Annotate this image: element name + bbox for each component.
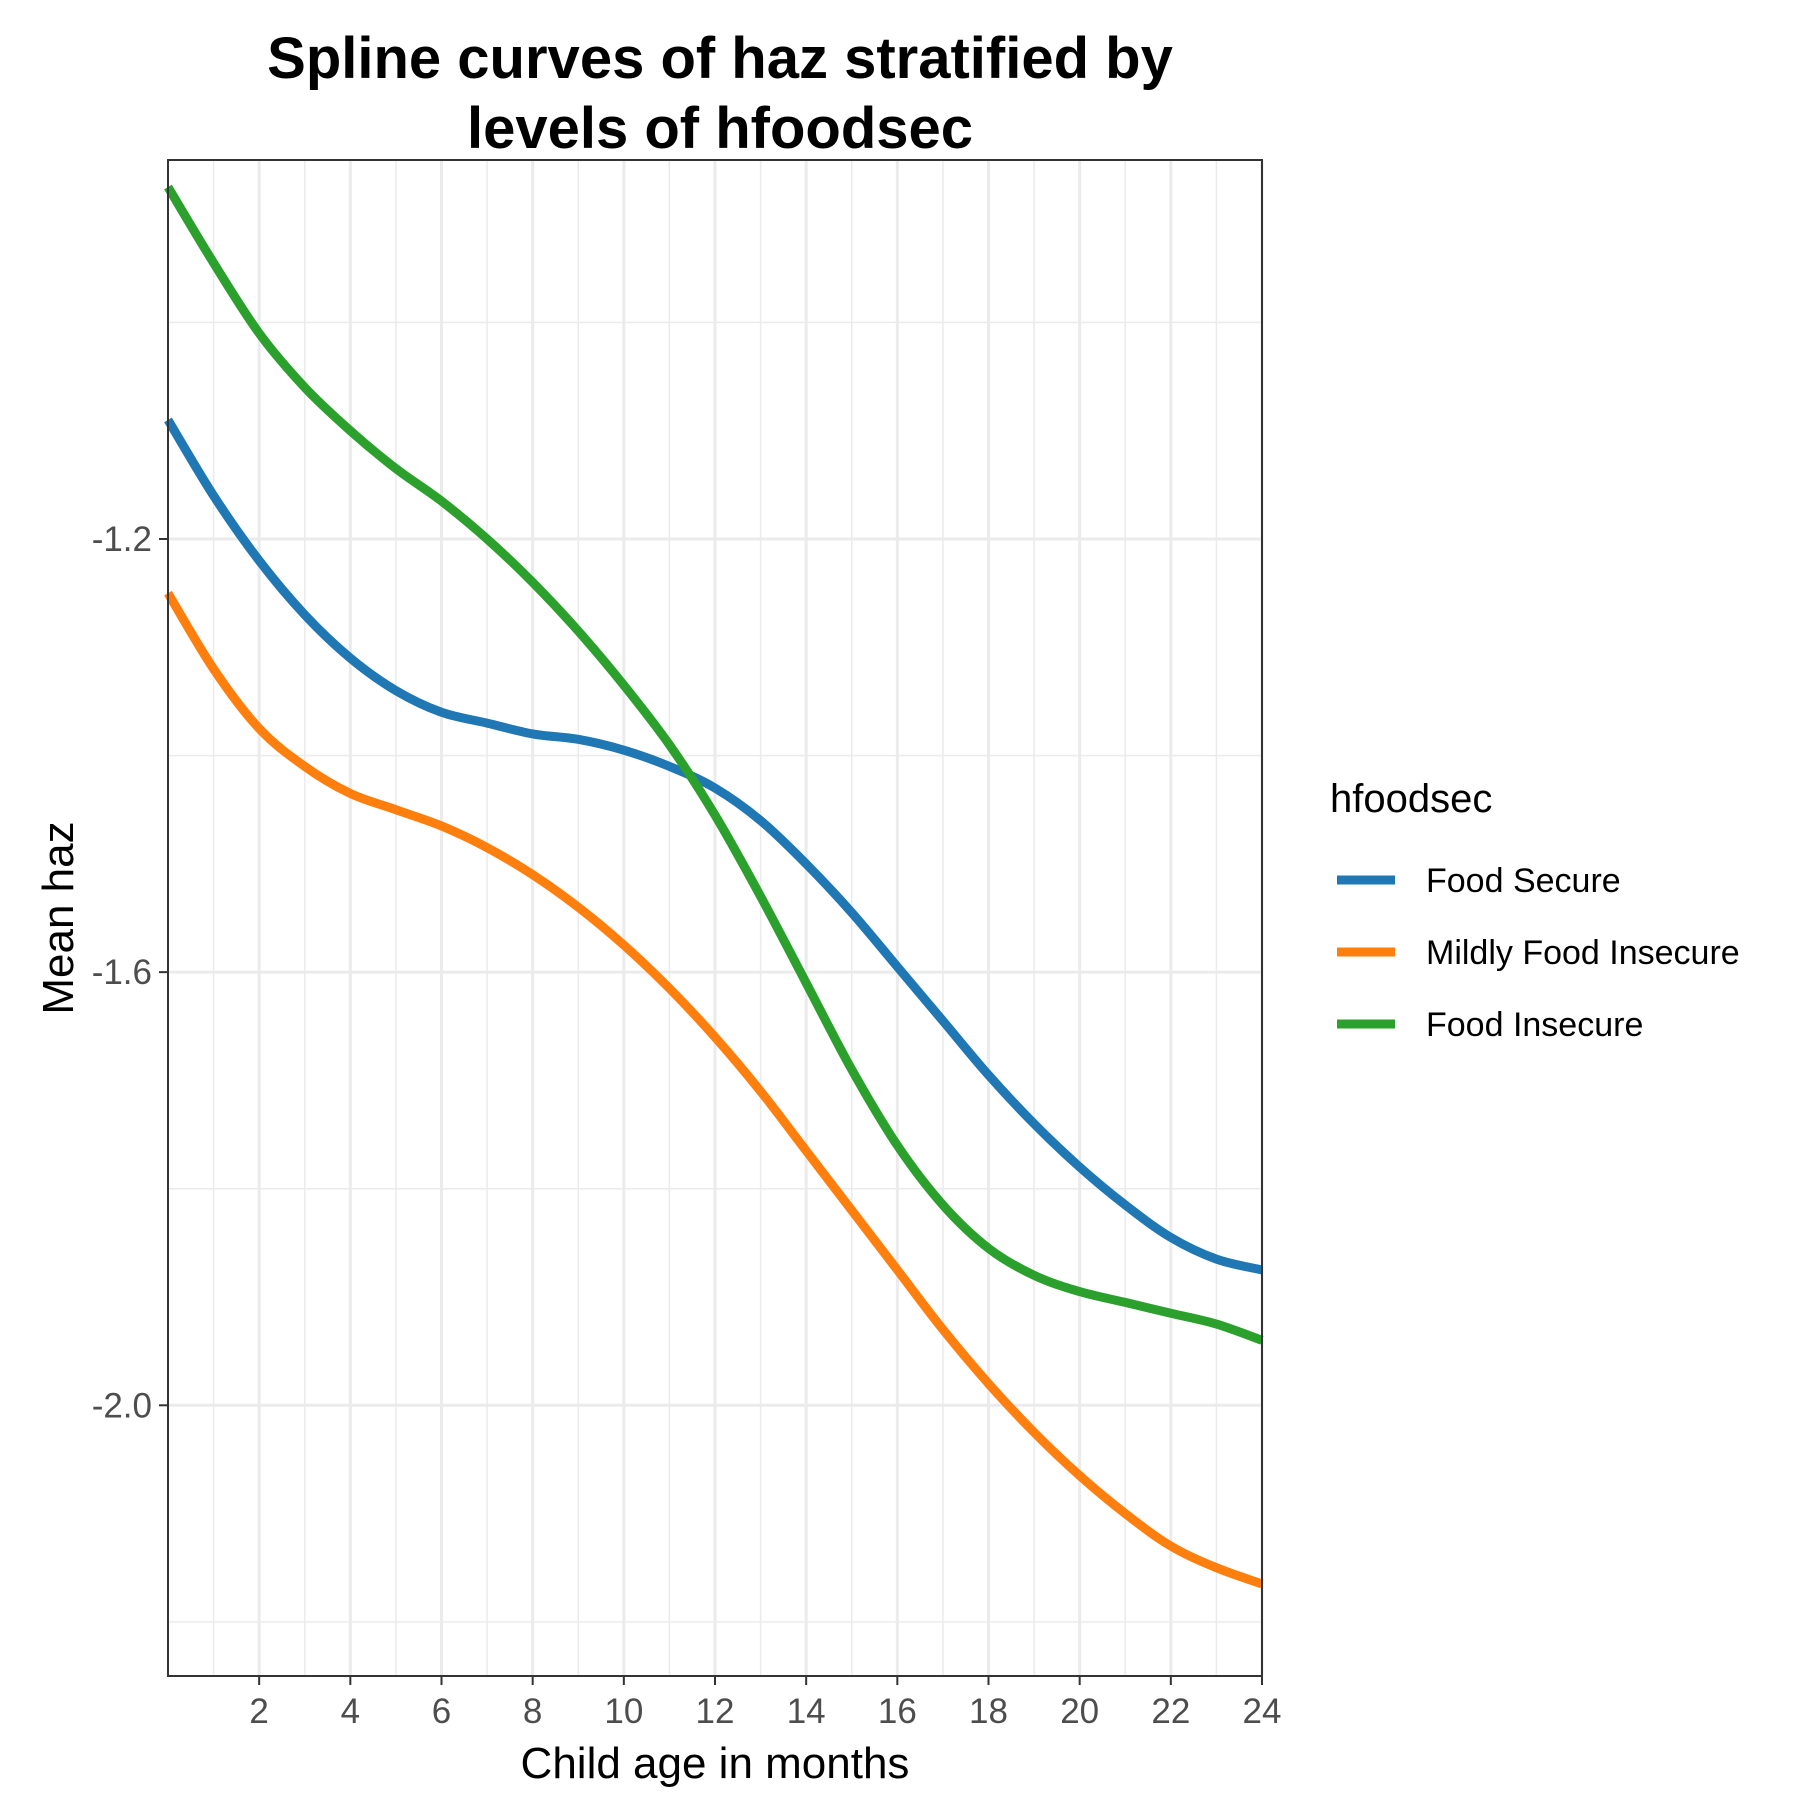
chart-title: Spline curves of haz stratified by level… bbox=[267, 26, 1173, 161]
legend: hfoodsec Food Secure Mildly Food Insecure… bbox=[1330, 777, 1740, 1044]
legend-item: Food Secure bbox=[1337, 862, 1621, 900]
legend-title: hfoodsec bbox=[1330, 777, 1492, 821]
legend-label: Food Secure bbox=[1426, 862, 1621, 900]
legend-item: Food Insecure bbox=[1337, 1006, 1643, 1044]
legend-item: Mildly Food Insecure bbox=[1337, 934, 1740, 972]
x-tick-label: 6 bbox=[432, 1692, 451, 1731]
x-axis-title: Child age in months bbox=[521, 1739, 910, 1788]
series-line-0 bbox=[164, 417, 1264, 1275]
chart-title-line-1: Spline curves of haz stratified by bbox=[267, 26, 1173, 91]
series-layer bbox=[164, 184, 1264, 1589]
y-axis: -1.2 -1.6 -2.0 bbox=[92, 520, 168, 1425]
legend-label: Food Insecure bbox=[1426, 1006, 1643, 1044]
legend-label: Mildly Food Insecure bbox=[1426, 934, 1740, 972]
x-axis: 2 4 6 8 10 12 14 16 18 20 22 24 bbox=[249, 1676, 1281, 1731]
x-tick-label: 4 bbox=[341, 1692, 360, 1731]
y-tick-label: -1.6 bbox=[92, 953, 152, 992]
x-tick-label: 20 bbox=[1060, 1692, 1099, 1731]
x-tick-label: 2 bbox=[249, 1692, 268, 1731]
y-tick-label: -2.0 bbox=[92, 1386, 152, 1425]
x-tick-label: 12 bbox=[696, 1692, 735, 1731]
legend-items: Food Secure Mildly Food Insecure Food Inse… bbox=[1337, 862, 1740, 1044]
series-line-2 bbox=[164, 184, 1264, 1345]
y-tick-label: -1.2 bbox=[92, 520, 152, 559]
x-tick-label: 14 bbox=[787, 1692, 826, 1731]
x-tick-label: 8 bbox=[523, 1692, 542, 1731]
x-tick-label: 22 bbox=[1151, 1692, 1190, 1731]
y-axis-title: Mean haz bbox=[34, 821, 83, 1014]
x-tick-label: 16 bbox=[878, 1692, 917, 1731]
x-tick-label: 10 bbox=[604, 1692, 643, 1731]
series-line-1 bbox=[164, 590, 1264, 1589]
chart-title-line-2: levels of hfoodsec bbox=[467, 96, 973, 161]
x-tick-label: 18 bbox=[969, 1692, 1008, 1731]
x-tick-label: 24 bbox=[1243, 1692, 1282, 1731]
grid-major bbox=[168, 160, 1264, 1676]
